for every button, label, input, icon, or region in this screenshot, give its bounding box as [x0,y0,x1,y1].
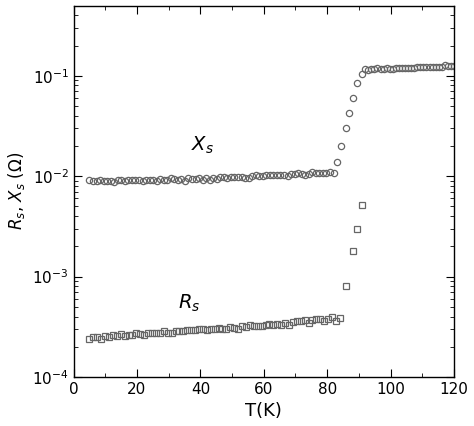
Y-axis label: $R_s$, $X_s$ ($\Omega$): $R_s$, $X_s$ ($\Omega$) [6,152,27,230]
X-axis label: T(K): T(K) [246,403,282,420]
Text: $R_s$: $R_s$ [178,293,201,314]
Text: $X_s$: $X_s$ [191,135,214,156]
